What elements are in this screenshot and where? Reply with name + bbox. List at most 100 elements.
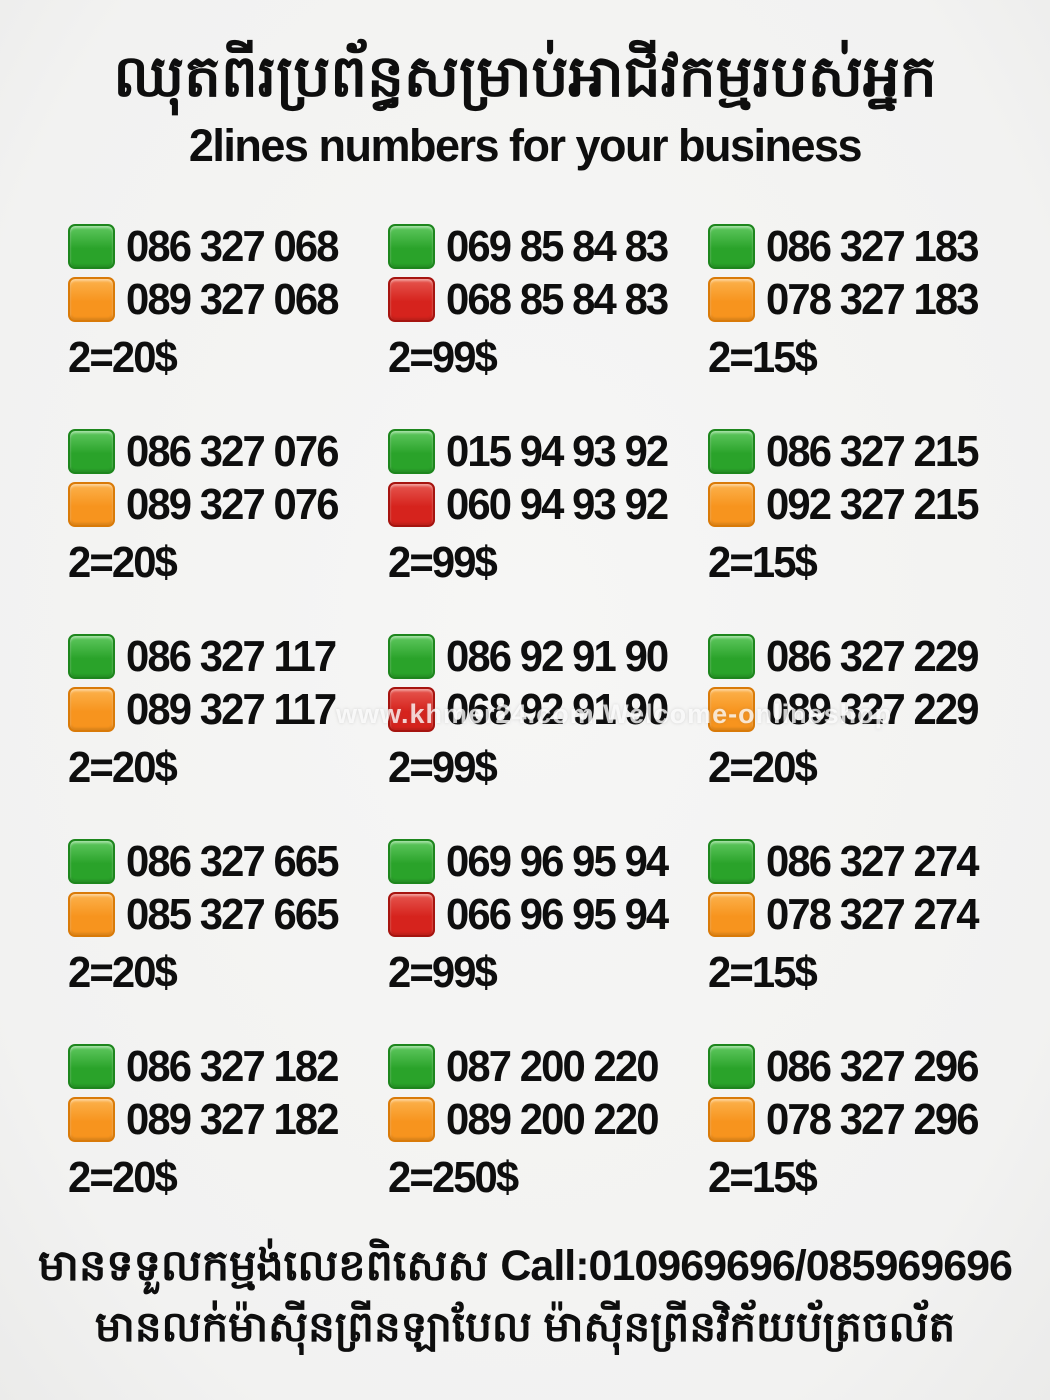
listing-cell: 069 85 84 83 068 85 84 83 2=99$ bbox=[388, 221, 708, 426]
number-row-secondary: 068 85 84 83 bbox=[388, 274, 708, 325]
number-row-secondary: 089 327 229 bbox=[708, 684, 1028, 735]
price-label: 2=15$ bbox=[708, 948, 818, 997]
listing-cell: 086 327 229 089 327 229 2=20$ bbox=[708, 631, 1028, 836]
price-label: 2=99$ bbox=[388, 948, 498, 997]
price-label: 2=20$ bbox=[68, 948, 178, 997]
sim-square-icon bbox=[68, 429, 115, 474]
number-row-secondary: 078 327 296 bbox=[708, 1094, 1028, 1145]
sim-square-icon bbox=[68, 687, 115, 732]
number-row-primary: 086 327 117 bbox=[68, 631, 388, 682]
number-row-primary: 087 200 220 bbox=[388, 1041, 708, 1092]
sim-square-icon bbox=[388, 1097, 435, 1142]
number-row-secondary: 066 96 95 94 bbox=[388, 889, 708, 940]
phone-number-secondary: 068 85 84 83 bbox=[446, 274, 669, 324]
listing-cell: 087 200 220 089 200 220 2=250$ bbox=[388, 1041, 708, 1246]
phone-number-secondary: 060 94 93 92 bbox=[446, 479, 669, 529]
price-label: 2=99$ bbox=[388, 538, 498, 587]
phone-number-secondary: 078 327 274 bbox=[766, 889, 979, 939]
footer-khmer-text: មានទទួលកម្មង់លេខពិសេស bbox=[38, 1242, 489, 1290]
numbers-grid: 086 327 068 089 327 068 2=20$ 069 85 84 … bbox=[68, 221, 1028, 1246]
phone-number-primary: 086 327 296 bbox=[766, 1041, 979, 1091]
phone-number-primary: 015 94 93 92 bbox=[446, 426, 669, 476]
price-label: 2=99$ bbox=[388, 743, 498, 792]
listing-cell: 086 327 183 078 327 183 2=15$ bbox=[708, 221, 1028, 426]
phone-number-secondary: 089 327 068 bbox=[126, 274, 339, 324]
price-label: 2=20$ bbox=[68, 333, 178, 382]
listing-cell: 086 327 296 078 327 296 2=15$ bbox=[708, 1041, 1028, 1246]
sim-square-icon bbox=[708, 429, 755, 474]
phone-number-secondary: 089 200 220 bbox=[446, 1094, 659, 1144]
number-row-primary: 086 327 274 bbox=[708, 836, 1028, 887]
price-label: 2=15$ bbox=[708, 538, 818, 587]
phone-number-primary: 086 327 229 bbox=[766, 631, 979, 681]
phone-number-secondary: 085 327 665 bbox=[126, 889, 339, 939]
number-row-primary: 086 327 068 bbox=[68, 221, 388, 272]
phone-number-primary: 087 200 220 bbox=[446, 1041, 659, 1091]
number-row-primary: 086 327 215 bbox=[708, 426, 1028, 477]
number-row-secondary: 085 327 665 bbox=[68, 889, 388, 940]
phone-number-primary: 086 327 182 bbox=[126, 1041, 339, 1091]
number-row-secondary: 092 327 215 bbox=[708, 479, 1028, 530]
phone-number-primary: 086 327 215 bbox=[766, 426, 979, 476]
listing-cell: 086 327 068 089 327 068 2=20$ bbox=[68, 221, 388, 426]
phone-number-secondary: 089 327 182 bbox=[126, 1094, 339, 1144]
sim-square-icon bbox=[388, 429, 435, 474]
phone-number-primary: 086 327 117 bbox=[126, 631, 337, 681]
listing-cell: 015 94 93 92 060 94 93 92 2=99$ bbox=[388, 426, 708, 631]
phone-number-primary: 086 327 068 bbox=[126, 221, 339, 271]
sim-square-icon bbox=[68, 839, 115, 884]
sim-square-icon bbox=[708, 687, 755, 732]
sim-square-icon bbox=[68, 1044, 115, 1089]
phone-number-primary: 086 92 91 90 bbox=[446, 631, 669, 681]
phone-number-secondary: 078 327 296 bbox=[766, 1094, 979, 1144]
phone-number-primary: 086 327 183 bbox=[766, 221, 979, 271]
number-row-secondary: 060 94 93 92 bbox=[388, 479, 708, 530]
number-row-primary: 086 327 296 bbox=[708, 1041, 1028, 1092]
listing-cell: 086 92 91 90 068 92 91 90 2=99$ bbox=[388, 631, 708, 836]
phone-number-secondary: 089 327 117 bbox=[126, 684, 337, 734]
listing-cell: 086 327 665 085 327 665 2=20$ bbox=[68, 836, 388, 1041]
number-row-primary: 069 96 95 94 bbox=[388, 836, 708, 887]
price-label: 2=20$ bbox=[68, 1153, 178, 1202]
number-row-primary: 015 94 93 92 bbox=[388, 426, 708, 477]
sim-square-icon bbox=[708, 839, 755, 884]
footer-line1: មានទទួលកម្មង់លេខពិសេស Call:010969696/085… bbox=[0, 1238, 1050, 1294]
price-label: 2=250$ bbox=[388, 1153, 519, 1202]
number-row-primary: 086 327 076 bbox=[68, 426, 388, 477]
price-label: 2=99$ bbox=[388, 333, 498, 382]
listing-cell: 086 327 215 092 327 215 2=15$ bbox=[708, 426, 1028, 631]
sim-square-icon bbox=[388, 224, 435, 269]
phone-number-secondary: 089 327 229 bbox=[766, 684, 979, 734]
number-row-secondary: 089 327 182 bbox=[68, 1094, 388, 1145]
phone-number-primary: 086 327 076 bbox=[126, 426, 339, 476]
phone-number-primary: 069 85 84 83 bbox=[446, 221, 669, 271]
footer-line2: មានលក់ម៉ាស៊ីនព្រីនឡាបែល ម៉ាស៊ីនព្រីនវិក័… bbox=[0, 1298, 1050, 1356]
listing-cell: 069 96 95 94 066 96 95 94 2=99$ bbox=[388, 836, 708, 1041]
number-row-secondary: 068 92 91 90 bbox=[388, 684, 708, 735]
page-title-khmer: ឈុតពីរប្រព័ន្ធសម្រាប់អាជីវកម្មរបស់អ្នក bbox=[113, 44, 937, 109]
sim-square-icon bbox=[68, 892, 115, 937]
price-label: 2=20$ bbox=[68, 743, 178, 792]
sim-square-icon bbox=[388, 892, 435, 937]
number-row-secondary: 078 327 274 bbox=[708, 889, 1028, 940]
sim-square-icon bbox=[708, 482, 755, 527]
sim-square-icon bbox=[388, 634, 435, 679]
sim-square-icon bbox=[708, 1097, 755, 1142]
sim-square-icon bbox=[708, 224, 755, 269]
sim-square-icon bbox=[68, 1097, 115, 1142]
sim-square-icon bbox=[68, 482, 115, 527]
listing-cell: 086 327 076 089 327 076 2=20$ bbox=[68, 426, 388, 631]
footer-call-numbers: Call:010969696/085969696 bbox=[500, 1242, 1013, 1290]
sim-square-icon bbox=[708, 634, 755, 679]
sim-square-icon bbox=[68, 634, 115, 679]
phone-number-secondary: 066 96 95 94 bbox=[446, 889, 669, 939]
sim-square-icon bbox=[708, 277, 755, 322]
watermark-text: www.khmer24.com Welcome-onlineshop bbox=[336, 699, 893, 729]
sim-square-icon bbox=[388, 482, 435, 527]
sim-square-icon bbox=[388, 839, 435, 884]
phone-number-primary: 086 327 274 bbox=[766, 836, 979, 886]
phone-number-primary: 086 327 665 bbox=[126, 836, 339, 886]
sim-square-icon bbox=[68, 277, 115, 322]
number-row-secondary: 089 327 076 bbox=[68, 479, 388, 530]
